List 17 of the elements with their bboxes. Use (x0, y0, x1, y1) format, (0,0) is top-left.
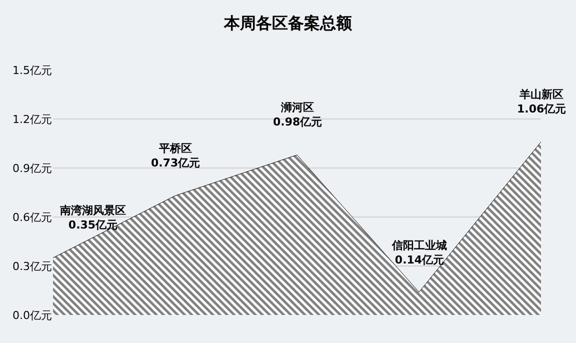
data-label: 1.06亿元 (517, 102, 566, 116)
x-tick-label: 信阳工业城 (391, 239, 447, 252)
data-label: 0.14亿元 (394, 253, 444, 266)
y-tick-label: 1.2亿元 (12, 112, 52, 126)
x-tick-label: 羊山新区 (518, 88, 564, 101)
y-tick-label: 0.0亿元 (12, 308, 52, 322)
data-label: 0.73亿元 (151, 156, 200, 170)
y-tick-label: 1.5亿元 (12, 64, 52, 77)
data-label: 0.98亿元 (273, 115, 322, 128)
y-tick-label: 0.6亿元 (12, 210, 52, 224)
y-tick-label: 0.9亿元 (12, 162, 52, 175)
x-tick-label: 平桥区 (158, 142, 192, 155)
x-tick-label: 南湾湖风景区 (59, 204, 126, 217)
data-label: 0.35亿元 (68, 218, 118, 232)
y-tick-label: 0.3亿元 (12, 260, 52, 273)
x-tick-label: 浉河区 (280, 101, 314, 114)
chart-title: 本周各区备案总额 (223, 13, 353, 32)
